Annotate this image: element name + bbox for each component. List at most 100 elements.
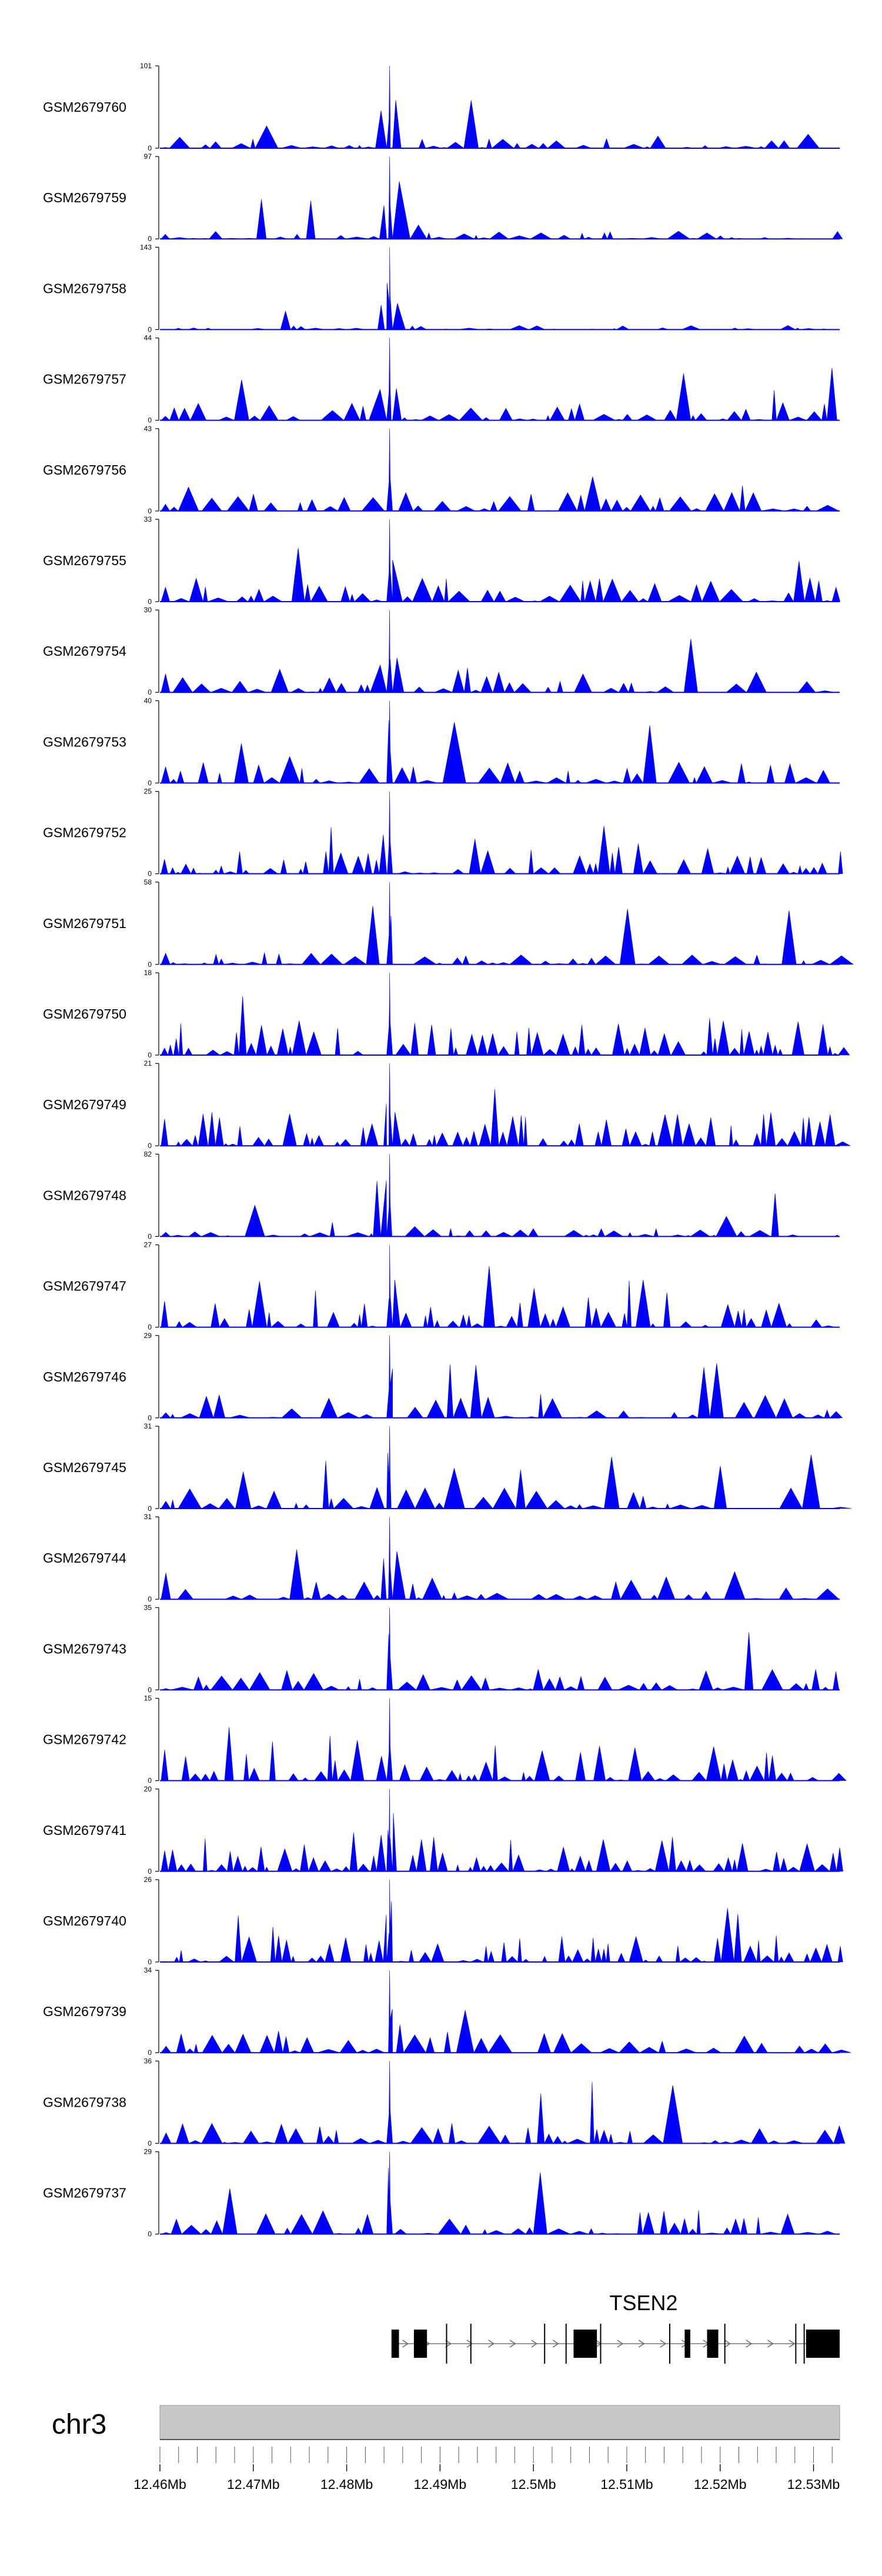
strand-arrow — [638, 2340, 645, 2348]
coverage-area — [160, 2061, 846, 2144]
coverage-area — [160, 519, 841, 603]
coverage-area — [160, 1063, 851, 1147]
track-label: GSM2679738 — [43, 2094, 126, 2110]
track-GSM2679744: GSM2679744 31 0 — [43, 1513, 840, 1603]
track-GSM2679738: GSM2679738 36 0 — [43, 2057, 846, 2147]
y-max-label: 31 — [144, 1422, 152, 1430]
coverage-area — [160, 1788, 843, 1872]
track-GSM2679750: GSM2679750 18 0 — [43, 969, 850, 1059]
y-max-label: 143 — [140, 243, 152, 251]
track-label: GSM2679751 — [43, 916, 126, 931]
tick-label: 12.52Mb — [694, 2477, 747, 2492]
y-max-label: 29 — [144, 1332, 152, 1340]
y-min-label: 0 — [148, 1958, 152, 1966]
track-label: GSM2679759 — [43, 190, 126, 205]
strand-arrow — [552, 2340, 559, 2348]
y-min-label: 0 — [148, 1323, 152, 1332]
strand-arrow — [660, 2340, 667, 2348]
track-GSM2679755: GSM2679755 33 0 — [43, 515, 841, 606]
coverage-area — [160, 1607, 840, 1691]
y-min-label: 0 — [148, 1686, 152, 1694]
coverage-area — [160, 65, 841, 149]
exon-block — [573, 2330, 597, 2358]
y-max-label: 36 — [144, 2057, 152, 2065]
strand-arrow — [617, 2340, 624, 2348]
exon-block — [391, 2330, 399, 2358]
tick-label: 12.51Mb — [600, 2477, 653, 2492]
y-max-label: 21 — [144, 1059, 152, 1067]
gene-model-track: TSEN2 — [391, 2291, 840, 2364]
y-max-label: 44 — [144, 334, 152, 342]
track-label: GSM2679745 — [43, 1460, 126, 1475]
track-GSM2679749: GSM2679749 21 0 — [43, 1059, 851, 1150]
coverage-area — [160, 700, 840, 784]
track-label: GSM2679740 — [43, 1913, 126, 1928]
track-GSM2679757: GSM2679757 44 0 — [43, 334, 840, 425]
coverage-area — [160, 610, 840, 693]
y-min-label: 0 — [148, 598, 152, 606]
y-max-label: 58 — [144, 878, 152, 886]
track-GSM2679746: GSM2679746 29 0 — [43, 1332, 843, 1422]
y-min-label: 0 — [148, 144, 152, 152]
track-label: GSM2679744 — [43, 1550, 126, 1566]
y-max-label: 25 — [144, 788, 152, 796]
chromosome-band — [159, 2405, 840, 2440]
coverage-area — [160, 428, 840, 512]
track-label: GSM2679758 — [43, 281, 126, 296]
y-min-label: 0 — [148, 688, 152, 696]
y-max-label: 97 — [144, 152, 152, 161]
y-max-label: 34 — [144, 1966, 152, 1974]
coverage-area — [160, 1517, 840, 1600]
track-GSM2679751: GSM2679751 58 0 — [43, 878, 854, 969]
chromosome-label: chr3 — [52, 2409, 106, 2440]
y-min-label: 0 — [148, 1867, 152, 1876]
exon-block — [806, 2330, 840, 2358]
track-GSM2679745: GSM2679745 31 0 — [43, 1422, 852, 1513]
coverage-area — [160, 882, 854, 965]
strand-arrow — [402, 2340, 409, 2348]
track-GSM2679740: GSM2679740 26 0 — [43, 1876, 843, 1966]
track-label: GSM2679756 — [43, 462, 126, 478]
y-min-label: 0 — [148, 960, 152, 969]
y-min-label: 0 — [148, 2139, 152, 2147]
track-label: GSM2679737 — [43, 2185, 126, 2201]
coverage-area — [160, 338, 840, 421]
track-label: GSM2679750 — [43, 1006, 126, 1022]
track-label: GSM2679752 — [43, 825, 126, 840]
coverage-area — [160, 1879, 843, 1963]
chromosome-ideogram: chr3 12.46Mb 12.47Mb 12.48Mb 12.49Mb 12.5Mb 12… — [52, 2405, 840, 2492]
strand-arrow — [767, 2340, 774, 2348]
tick-label: 12.48Mb — [320, 2477, 373, 2492]
y-max-label: 40 — [144, 696, 152, 705]
track-GSM2679742: GSM2679742 15 0 — [43, 1694, 847, 1785]
track-label: GSM2679743 — [43, 1641, 126, 1656]
y-min-label: 0 — [148, 235, 152, 243]
y-max-label: 82 — [144, 1150, 152, 1158]
strand-arrow — [445, 2340, 452, 2348]
track-GSM2679747: GSM2679747 27 0 — [43, 1241, 840, 1332]
track-label: GSM2679741 — [43, 1823, 126, 1838]
track-label: GSM2679748 — [43, 1187, 126, 1203]
track-label: GSM2679746 — [43, 1369, 126, 1384]
track-GSM2679739: GSM2679739 34 0 — [43, 1966, 851, 2057]
y-max-label: 101 — [140, 62, 152, 70]
strand-arrow — [724, 2340, 731, 2348]
exon-block — [413, 2330, 427, 2358]
y-min-label: 0 — [148, 325, 152, 333]
coverage-area — [160, 1154, 840, 1237]
exon-block — [684, 2330, 690, 2358]
track-label: GSM2679754 — [43, 643, 126, 659]
tick-label: 12.53Mb — [787, 2477, 840, 2492]
y-min-label: 0 — [148, 507, 152, 515]
track-GSM2679753: GSM2679753 40 0 — [43, 696, 840, 787]
y-max-label: 26 — [144, 1876, 152, 1884]
coverage-area — [160, 791, 843, 875]
coverage-area — [160, 2151, 840, 2235]
track-GSM2679760: GSM2679760 101 0 — [43, 62, 841, 152]
coverage-area — [160, 1698, 847, 1781]
tick-label: 12.49Mb — [414, 2477, 467, 2492]
track-label: GSM2679749 — [43, 1097, 126, 1112]
coverage-area — [160, 972, 850, 1056]
track-label: GSM2679742 — [43, 1732, 126, 1747]
